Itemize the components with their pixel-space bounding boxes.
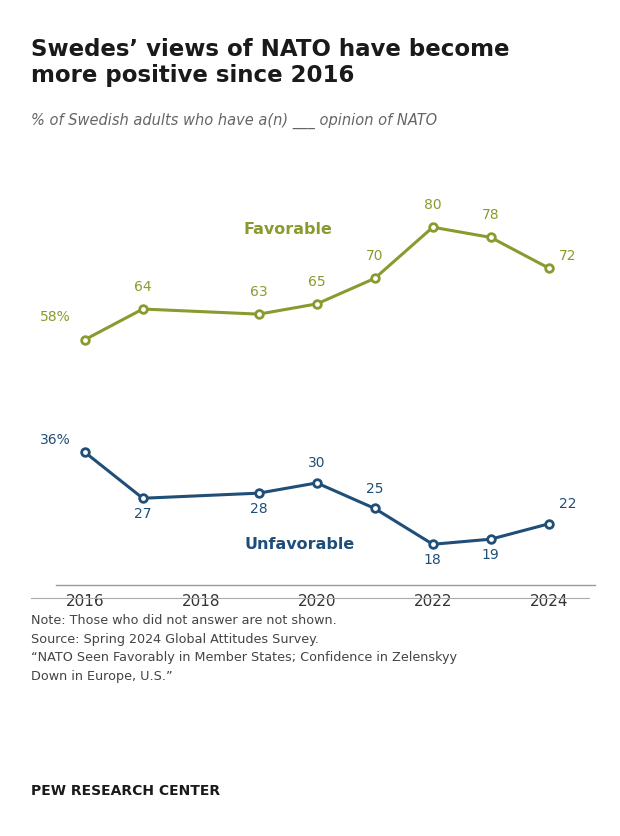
Text: 19: 19	[482, 548, 500, 562]
Text: Favorable: Favorable	[244, 222, 332, 237]
Text: Unfavorable: Unfavorable	[244, 537, 355, 552]
Text: 36%: 36%	[40, 433, 70, 447]
Text: 27: 27	[134, 507, 151, 522]
Text: 65: 65	[308, 274, 326, 288]
Text: 22: 22	[559, 497, 577, 511]
Text: 64: 64	[134, 280, 152, 293]
Text: Note: Those who did not answer are not shown.
Source: Spring 2024 Global Attitud: Note: Those who did not answer are not s…	[31, 614, 457, 683]
Text: 28: 28	[250, 502, 268, 516]
Text: 25: 25	[366, 482, 384, 496]
Text: 70: 70	[366, 249, 384, 263]
Text: Swedes’ views of NATO have become
more positive since 2016: Swedes’ views of NATO have become more p…	[31, 38, 510, 87]
Text: 63: 63	[250, 285, 268, 298]
Text: 72: 72	[559, 249, 577, 263]
Text: 30: 30	[308, 456, 326, 470]
Text: 80: 80	[424, 198, 441, 212]
Text: 58%: 58%	[40, 310, 70, 324]
Text: 78: 78	[482, 208, 500, 222]
Text: % of Swedish adults who have a(n) ___ opinion of NATO: % of Swedish adults who have a(n) ___ op…	[31, 113, 437, 129]
Text: PEW RESEARCH CENTER: PEW RESEARCH CENTER	[31, 784, 220, 798]
Text: 18: 18	[424, 553, 441, 568]
